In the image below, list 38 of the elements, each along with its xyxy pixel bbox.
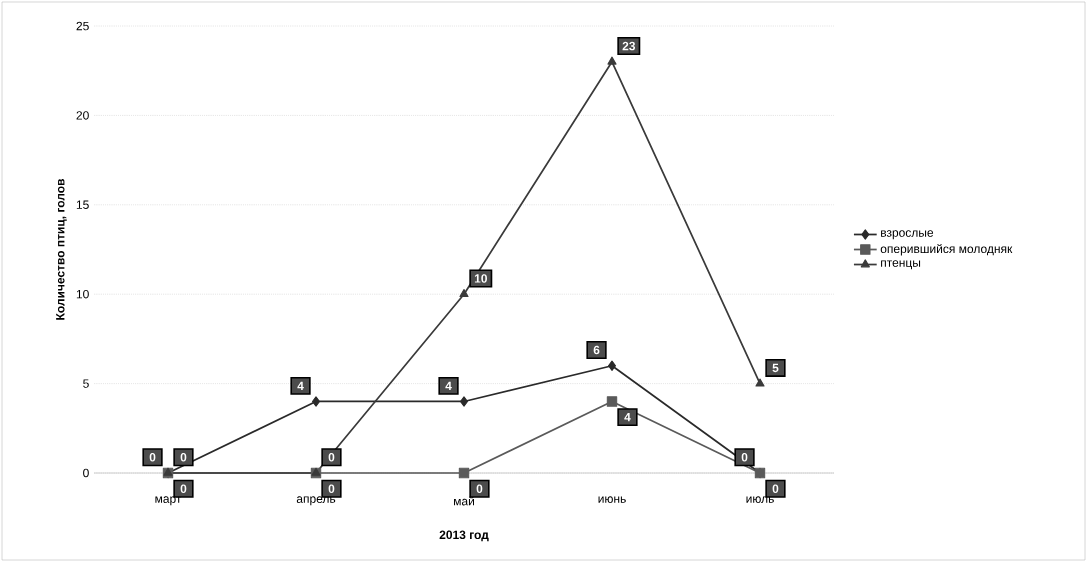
y-tick-label: 0 [83, 468, 89, 478]
data-label: 0 [180, 484, 187, 493]
x-tick-label: май [454, 496, 474, 506]
point [606, 396, 618, 407]
data-label: 0 [149, 453, 156, 462]
legend-label: оперившийся молодняк [880, 244, 1013, 256]
x-tick-label: июль [746, 496, 774, 503]
point [607, 360, 617, 371]
y-axis-title: Количество птиц, голов [56, 179, 67, 320]
data-label: 6 [593, 345, 600, 355]
y-tick-label: 20 [76, 111, 89, 120]
data-label: 0 [476, 484, 483, 493]
point [311, 396, 321, 407]
y-tick-label: 25 [76, 21, 89, 31]
data-label: 0 [180, 453, 187, 462]
y-tick-label: 15 [76, 200, 89, 209]
point [458, 467, 470, 479]
legend-label: птенцы [881, 260, 921, 270]
point [459, 289, 469, 298]
x-axis-title: 2013 год [439, 530, 489, 542]
point [459, 396, 469, 407]
data-label: 0 [328, 484, 335, 493]
data-label: 0 [772, 484, 779, 493]
data-label: 4 [445, 381, 452, 391]
data-label: 4 [624, 412, 631, 422]
data-label: 0 [741, 453, 748, 462]
data-label: 23 [622, 41, 636, 51]
point [755, 378, 765, 387]
x-tick-label: апрель [296, 496, 336, 506]
data-label: 10 [474, 274, 487, 283]
legend-label: взрослые [881, 230, 934, 240]
x-tick-label: июнь [598, 496, 626, 503]
y-tick-label: 5 [83, 379, 89, 388]
y-tick-label: 10 [76, 289, 89, 299]
point [607, 56, 617, 65]
data-label: 4 [297, 381, 304, 391]
data-label: 0 [328, 453, 335, 462]
data-label: 5 [772, 363, 779, 373]
